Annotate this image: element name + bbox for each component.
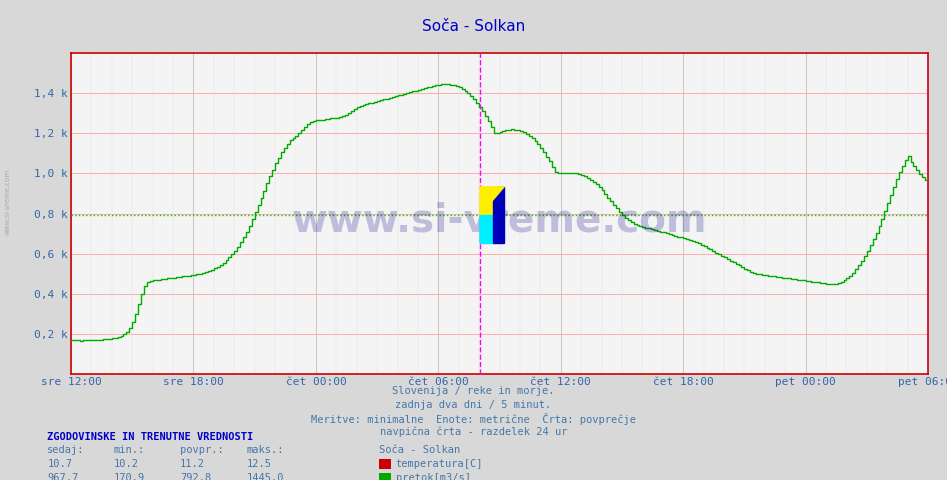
Text: temperatura[C]: temperatura[C] bbox=[396, 459, 483, 469]
Polygon shape bbox=[480, 215, 492, 243]
Text: www.si-vreme.com: www.si-vreme.com bbox=[292, 201, 707, 239]
Text: 10.2: 10.2 bbox=[114, 459, 138, 469]
Polygon shape bbox=[493, 187, 504, 243]
Text: Soča - Solkan: Soča - Solkan bbox=[379, 445, 460, 456]
Polygon shape bbox=[480, 187, 504, 215]
Text: zadnja dva dni / 5 minut.: zadnja dva dni / 5 minut. bbox=[396, 400, 551, 410]
Text: Meritve: minimalne  Enote: metrične  Črta: povprečje: Meritve: minimalne Enote: metrične Črta:… bbox=[311, 413, 636, 425]
Text: sedaj:: sedaj: bbox=[47, 445, 85, 456]
Text: navpična črta - razdelek 24 ur: navpična črta - razdelek 24 ur bbox=[380, 427, 567, 437]
Text: pretok[m3/s]: pretok[m3/s] bbox=[396, 473, 471, 480]
Text: 170.9: 170.9 bbox=[114, 473, 145, 480]
Text: ZGODOVINSKE IN TRENUTNE VREDNOSTI: ZGODOVINSKE IN TRENUTNE VREDNOSTI bbox=[47, 432, 254, 442]
Text: Soča - Solkan: Soča - Solkan bbox=[421, 19, 526, 34]
Text: Slovenija / reke in morje.: Slovenija / reke in morje. bbox=[392, 386, 555, 396]
Text: maks.:: maks.: bbox=[246, 445, 284, 456]
Bar bbox=[480, 215, 493, 243]
Text: 1445.0: 1445.0 bbox=[246, 473, 284, 480]
Text: min.:: min.: bbox=[114, 445, 145, 456]
Bar bbox=[480, 187, 493, 215]
Text: 792.8: 792.8 bbox=[180, 473, 211, 480]
Text: 11.2: 11.2 bbox=[180, 459, 205, 469]
Text: 12.5: 12.5 bbox=[246, 459, 271, 469]
Text: www.si-vreme.com: www.si-vreme.com bbox=[5, 168, 10, 235]
Text: 967.7: 967.7 bbox=[47, 473, 79, 480]
Text: 10.7: 10.7 bbox=[47, 459, 72, 469]
Text: povpr.:: povpr.: bbox=[180, 445, 223, 456]
